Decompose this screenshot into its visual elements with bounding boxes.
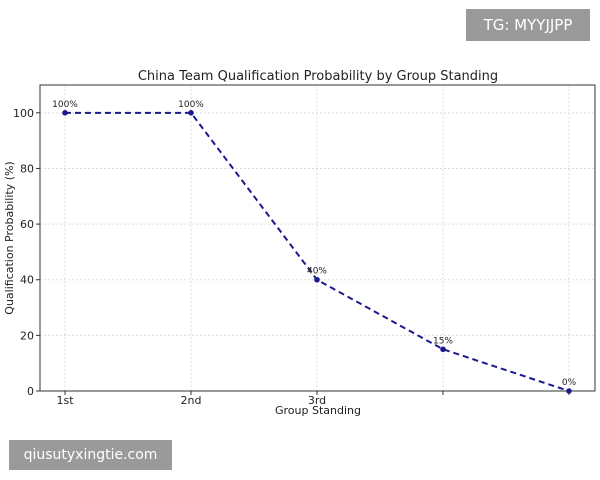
- x-tick-label: 1st: [56, 394, 74, 407]
- data-point: [314, 276, 320, 283]
- y-axis-title: Qualification Probability (%): [3, 161, 16, 314]
- grid: [40, 85, 595, 392]
- y-tick-label: 100: [13, 107, 34, 120]
- y-tick-label: 60: [20, 218, 34, 231]
- data-label: 15%: [433, 336, 453, 346]
- chart-title: China Team Qualification Probability by …: [138, 69, 498, 84]
- watermark-top: TG: MYYJJPP: [466, 9, 590, 41]
- x-axis-title: Group Standing: [275, 404, 361, 417]
- y-tick-label: 40: [20, 274, 34, 287]
- data-points: [62, 110, 572, 394]
- watermark-bottom: qiusutyxingtie.com: [9, 440, 172, 470]
- x-tick-label: 2nd: [181, 394, 202, 407]
- y-tick-label: 80: [20, 162, 34, 175]
- x-tick-label: 3rd: [308, 394, 326, 407]
- y-tick-label: 20: [20, 329, 34, 342]
- y-axis: 0 20 40 60 80 100: [13, 107, 40, 398]
- data-label: 0%: [562, 378, 577, 388]
- data-point: [188, 110, 194, 116]
- data-point: [62, 110, 68, 116]
- data-label: 40%: [307, 267, 327, 277]
- data-point: [566, 388, 572, 394]
- x-axis: 1st 2nd 3rd: [56, 391, 570, 407]
- data-label: 100%: [178, 100, 204, 110]
- data-label: 100%: [52, 100, 78, 110]
- y-tick-label: 0: [27, 385, 34, 398]
- data-point: [440, 346, 446, 353]
- data-labels: 100% 100% 40% 15% 0%: [52, 100, 576, 388]
